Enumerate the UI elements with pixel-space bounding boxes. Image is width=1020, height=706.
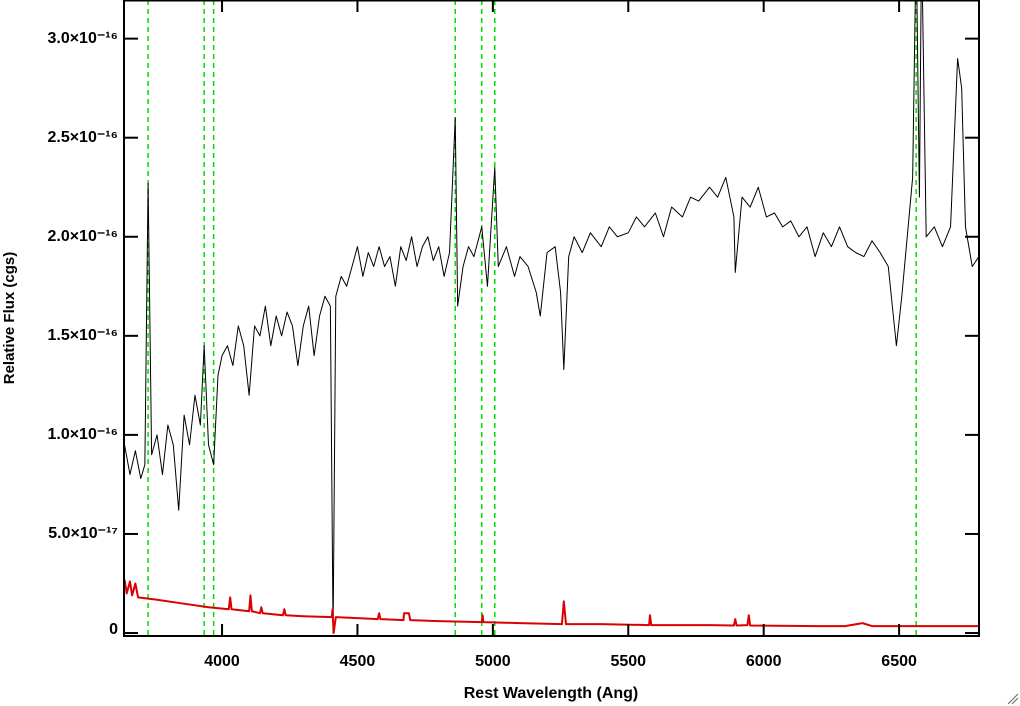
y-tick-label: 1.0×10⁻¹⁶ (47, 426, 118, 443)
axes: 4000 4500 5000 5500 6000 6500 0 5.0×10⁻¹⁷ 1.0×10… (47, 0, 980, 670)
x-tick-label: 4000 (204, 653, 240, 670)
y-tick-label: 3.0×10⁻¹⁶ (47, 30, 118, 47)
y-tick-label: 1.5×10⁻¹⁶ (47, 327, 118, 344)
plot-area (124, 0, 979, 636)
y-tick-label: 2.0×10⁻¹⁶ (47, 228, 118, 245)
x-axis-label: Rest Wavelength (Ang) (464, 685, 639, 702)
spectrum-line (124, 579, 979, 635)
y-tick-label: 5.0×10⁻¹⁷ (48, 525, 118, 542)
x-tick-label: 5000 (475, 653, 511, 670)
x-tick-label: 6000 (746, 653, 782, 670)
spectrum-line (124, 0, 979, 634)
y-tick-label: 0 (109, 621, 118, 638)
y-axis-label: Relative Flux (cgs) (1, 252, 18, 385)
plot-frame (123, 0, 980, 637)
x-tick-label: 5500 (610, 653, 646, 670)
x-tick-label: 4500 (340, 653, 376, 670)
resize-grip (1007, 693, 1019, 705)
y-tick-label: 2.5×10⁻¹⁶ (47, 129, 118, 146)
x-tick-label: 6500 (881, 653, 917, 670)
